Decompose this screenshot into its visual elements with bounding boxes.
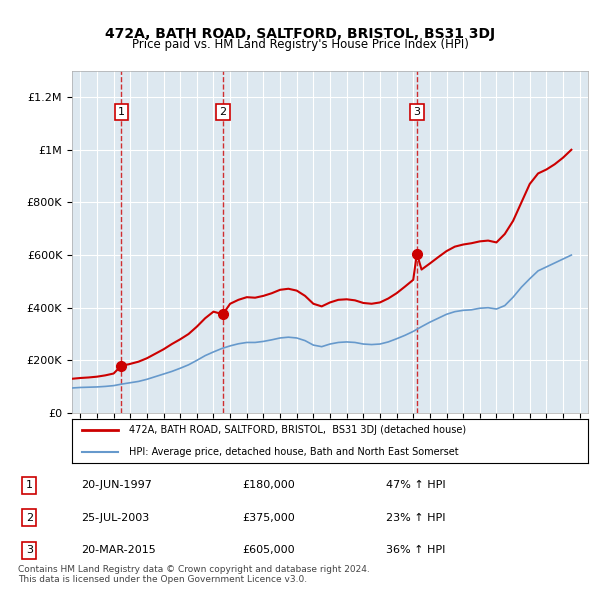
Text: 47% ↑ HPI: 47% ↑ HPI: [386, 480, 446, 490]
Text: Contains HM Land Registry data © Crown copyright and database right 2024.
This d: Contains HM Land Registry data © Crown c…: [18, 565, 370, 584]
Text: 36% ↑ HPI: 36% ↑ HPI: [386, 545, 446, 555]
Text: £375,000: £375,000: [242, 513, 295, 523]
Text: 472A, BATH ROAD, SALTFORD, BRISTOL, BS31 3DJ: 472A, BATH ROAD, SALTFORD, BRISTOL, BS31…: [105, 27, 495, 41]
Text: 23% ↑ HPI: 23% ↑ HPI: [386, 513, 446, 523]
Text: 3: 3: [413, 107, 421, 117]
Text: 1: 1: [26, 480, 33, 490]
Text: 2: 2: [26, 513, 33, 523]
Text: 20-JUN-1997: 20-JUN-1997: [81, 480, 152, 490]
Text: £605,000: £605,000: [242, 545, 295, 555]
Text: 2: 2: [219, 107, 226, 117]
Text: 20-MAR-2015: 20-MAR-2015: [81, 545, 156, 555]
Text: 3: 3: [26, 545, 33, 555]
Text: 472A, BATH ROAD, SALTFORD, BRISTOL,  BS31 3DJ (detached house): 472A, BATH ROAD, SALTFORD, BRISTOL, BS31…: [129, 425, 466, 435]
Text: HPI: Average price, detached house, Bath and North East Somerset: HPI: Average price, detached house, Bath…: [129, 447, 458, 457]
Text: Price paid vs. HM Land Registry's House Price Index (HPI): Price paid vs. HM Land Registry's House …: [131, 38, 469, 51]
Text: 25-JUL-2003: 25-JUL-2003: [81, 513, 149, 523]
Text: £180,000: £180,000: [242, 480, 295, 490]
Text: 1: 1: [118, 107, 125, 117]
